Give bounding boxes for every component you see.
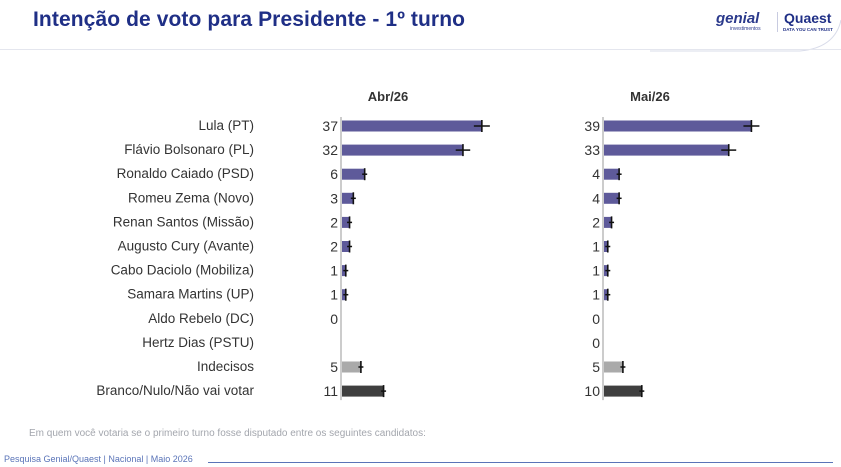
category-label-indecisos: Indecisos <box>197 359 254 374</box>
category-label-augusto-cury-avante: Augusto Cury (Avante) <box>118 239 254 254</box>
category-label-romeu-zema-novo: Romeu Zema (Novo) <box>128 190 254 205</box>
category-label-ronaldo-caiado-psd: Ronaldo Caiado (PSD) <box>117 166 254 181</box>
bar-abr-26-romeu-zema-novo <box>342 192 354 204</box>
bar-abr-26-indecisos <box>342 361 361 373</box>
bar-mai-26-renan-santos-missao <box>604 216 612 228</box>
value-label-abr-26-branco-nulo-nao-vai-votar: 11 <box>323 383 338 399</box>
bar-mai-26-ronaldo-caiado-psd <box>604 168 620 180</box>
value-label-mai-26-aldo-rebelo-dc: 0 <box>592 311 600 327</box>
bar-mai-26-flavio-bolsonaro-pl <box>604 144 729 156</box>
value-label-mai-26-cabo-daciolo-mobiliza: 1 <box>592 263 600 279</box>
page-title: Intenção de voto para Presidente - 1º tu… <box>33 8 466 31</box>
value-label-mai-26-augusto-cury-avante: 1 <box>592 239 600 255</box>
value-label-abr-26-renan-santos-missao: 2 <box>330 214 338 230</box>
value-label-mai-26-romeu-zema-novo: 4 <box>592 190 600 206</box>
value-label-abr-26-indecisos: 5 <box>330 359 338 375</box>
bar-abr-26-lula-pt <box>342 120 482 132</box>
bar-abr-26-flavio-bolsonaro-pl <box>342 144 463 156</box>
bar-abr-26-renan-santos-missao <box>342 216 350 228</box>
series-header-abr-26: Abr/26 <box>368 89 408 104</box>
category-label-samara-martins-up: Samara Martins (UP) <box>127 287 254 302</box>
value-label-abr-26-augusto-cury-avante: 2 <box>330 239 338 255</box>
value-label-mai-26-lula-pt: 39 <box>584 118 600 134</box>
category-label-flavio-bolsonaro-pl: Flávio Bolsonaro (PL) <box>124 142 254 157</box>
series-header-mai-26: Mai/26 <box>630 89 670 104</box>
value-label-abr-26-cabo-daciolo-mobiliza: 1 <box>330 263 338 279</box>
bar-abr-26-branco-nulo-nao-vai-votar <box>342 385 384 397</box>
survey-footer: Pesquisa Genial/Quaest | Nacional | Maio… <box>4 454 193 464</box>
bar-mai-26-romeu-zema-novo <box>604 192 620 204</box>
value-label-abr-26-samara-martins-up: 1 <box>330 287 338 303</box>
value-label-abr-26-ronaldo-caiado-psd: 6 <box>330 166 338 182</box>
value-label-mai-26-branco-nulo-nao-vai-votar: 10 <box>584 383 600 399</box>
value-label-mai-26-indecisos: 5 <box>592 359 600 375</box>
quaest-logo: Quaest <box>784 10 832 26</box>
bar-mai-26-lula-pt <box>604 120 752 132</box>
value-label-mai-26-samara-martins-up: 1 <box>592 287 600 303</box>
value-label-abr-26-lula-pt: 37 <box>322 118 338 134</box>
value-label-abr-26-flavio-bolsonaro-pl: 32 <box>322 142 338 158</box>
question-footnote: Em quem você votaria se o primeiro turno… <box>29 428 426 439</box>
category-label-aldo-rebelo-dc: Aldo Rebelo (DC) <box>148 311 254 326</box>
bar-mai-26-branco-nulo-nao-vai-votar <box>604 385 642 397</box>
category-label-hertz-dias-pstu: Hertz Dias (PSTU) <box>142 335 254 350</box>
category-label-lula-pt: Lula (PT) <box>198 118 254 133</box>
category-label-cabo-daciolo-mobiliza: Cabo Daciolo (Mobiliza) <box>111 263 254 278</box>
value-label-mai-26-flavio-bolsonaro-pl: 33 <box>584 142 600 158</box>
category-label-renan-santos-missao: Renan Santos (Missão) <box>113 214 254 229</box>
value-label-abr-26-romeu-zema-novo: 3 <box>330 190 338 206</box>
category-label-branco-nulo-nao-vai-votar: Branco/Nulo/Não vai votar <box>96 383 254 398</box>
logo-divider <box>777 12 778 32</box>
header-divider <box>0 49 841 50</box>
bar-abr-26-augusto-cury-avante <box>342 241 350 252</box>
genial-logo-subtitle: investimentos <box>730 26 761 32</box>
value-label-mai-26-renan-santos-missao: 2 <box>592 214 600 230</box>
footer-line <box>208 462 833 463</box>
bar-abr-26-ronaldo-caiado-psd <box>342 168 365 180</box>
header-curve-decoration <box>650 19 841 52</box>
genial-logo: genial <box>716 10 760 27</box>
quaest-logo-tagline: DATA YOU CAN TRUST <box>783 27 833 32</box>
value-label-mai-26-hertz-dias-pstu: 0 <box>592 335 600 351</box>
value-label-mai-26-ronaldo-caiado-psd: 4 <box>592 166 600 182</box>
brand-logos: genial investimentos Quaest DATA YOU CAN… <box>716 10 834 38</box>
value-label-abr-26-aldo-rebelo-dc: 0 <box>330 311 338 327</box>
bar-mai-26-indecisos <box>604 361 623 373</box>
